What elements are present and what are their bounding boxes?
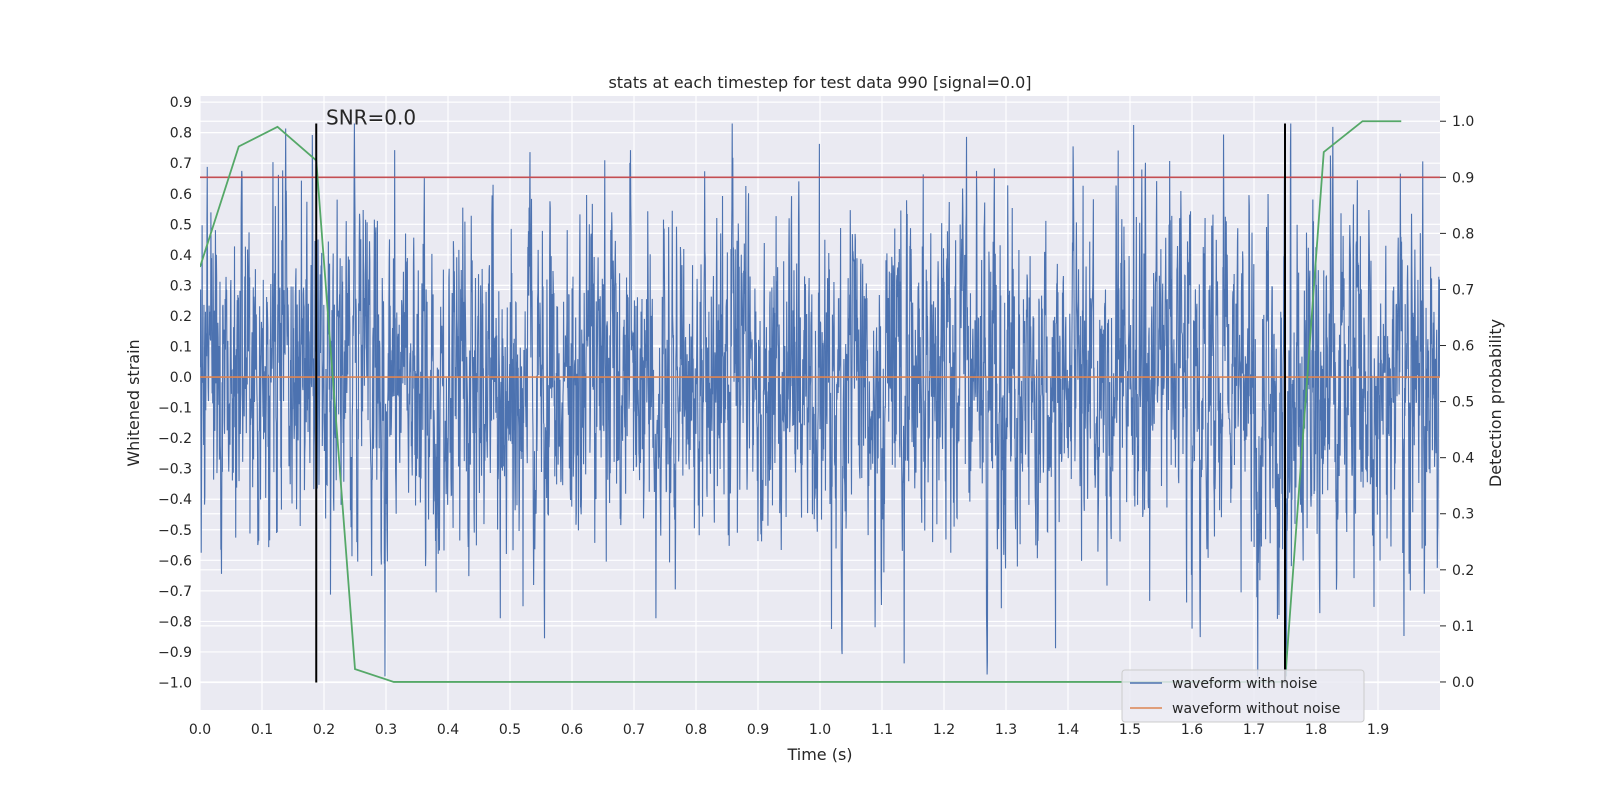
x-tick-label: 1.1 — [871, 722, 893, 738]
y2-tick-label: 0.3 — [1452, 507, 1474, 523]
chart-title: stats at each timestep for test data 990… — [608, 73, 1031, 92]
x-tick-label: 1.7 — [1243, 722, 1265, 738]
y-tick-label: 0.1 — [170, 339, 192, 355]
x-tick-label: 1.5 — [1119, 722, 1141, 738]
y-tick-label: 0.7 — [170, 156, 192, 172]
snr-annotation: SNR=0.0 — [326, 105, 416, 129]
x-tick-label: 1.3 — [995, 722, 1017, 738]
y-tick-label: −0.2 — [158, 431, 192, 447]
y2-tick-label: 0.9 — [1452, 170, 1474, 186]
vertical-markers — [315, 123, 1286, 683]
y-tick-label: −0.7 — [158, 584, 192, 600]
y-tick-label: −0.9 — [158, 645, 192, 661]
x-tick-label: 1.0 — [809, 722, 831, 738]
y2-tick-label: 0.8 — [1452, 226, 1474, 242]
y-tick-label: 0.8 — [170, 126, 192, 142]
y-tick-label: −1.0 — [158, 676, 192, 692]
y2-tick-label: 0.6 — [1452, 339, 1474, 355]
x-tick-label: 0.1 — [251, 722, 273, 738]
y-tick-label: 0.3 — [170, 278, 192, 294]
y-axis-label: Whitened strain — [124, 339, 143, 466]
y-tick-label: 0.9 — [170, 95, 192, 111]
y-tick-label: 0.2 — [170, 309, 192, 325]
x-tick-label: 0.9 — [747, 722, 769, 738]
y2-tick-label: 0.1 — [1452, 619, 1474, 635]
y2-tick-label: 0.4 — [1452, 451, 1474, 467]
x-tick-label: 0.8 — [685, 722, 707, 738]
y-tick-label: 0.0 — [170, 370, 192, 386]
x-axis-label: Time (s) — [786, 745, 852, 764]
legend-label-clean: waveform without noise — [1172, 701, 1340, 717]
x-tick-label: 0.2 — [313, 722, 335, 738]
legend-label-noisy: waveform with noise — [1172, 676, 1317, 692]
x-tick-label: 1.8 — [1305, 722, 1327, 738]
y-tick-label: 0.5 — [170, 217, 192, 233]
x-tick-label: 0.5 — [499, 722, 521, 738]
y-tick-label: −0.6 — [158, 553, 192, 569]
x-tick-label: 0.7 — [623, 722, 645, 738]
y2-tick-label: 0.7 — [1452, 282, 1474, 298]
legend-box — [1121, 669, 1365, 723]
y-tick-label: −0.4 — [158, 492, 192, 508]
y-tick-label: 0.4 — [170, 248, 192, 264]
y2-tick-label: 0.2 — [1452, 563, 1474, 579]
x-tick-label: 0.3 — [375, 722, 397, 738]
y2-tick-label: 0.0 — [1452, 675, 1474, 691]
y2-tick-label: 1.0 — [1452, 114, 1474, 130]
x-tick-label: 0.0 — [189, 722, 211, 738]
y2-tick-label: 0.5 — [1452, 395, 1474, 411]
y2-axis-label: Detection probability — [1486, 319, 1505, 487]
legend: waveform with noise waveform without noi… — [1121, 669, 1365, 723]
y-tick-label: −0.5 — [158, 523, 192, 539]
x-tick-label: 0.6 — [561, 722, 583, 738]
series-waveform-with-noise — [200, 123, 1440, 677]
x-tick-label: 0.4 — [437, 722, 459, 738]
y-tick-label: 0.6 — [170, 187, 192, 203]
y-tick-label: −0.1 — [158, 401, 192, 417]
x-tick-label: 1.9 — [1367, 722, 1389, 738]
y-tick-label: −0.8 — [158, 614, 192, 630]
x-tick-label: 1.4 — [1057, 722, 1079, 738]
y-tick-label: −0.3 — [158, 462, 192, 478]
tick-labels: 0.0 0.1 0.2 0.3 0.4 0.5 0.6 0.7 0.8 0.9 1.0 1.1 1.2 1… — [158, 95, 1474, 738]
x-tick-label: 1.2 — [933, 722, 955, 738]
x-tick-label: 1.6 — [1181, 722, 1203, 738]
